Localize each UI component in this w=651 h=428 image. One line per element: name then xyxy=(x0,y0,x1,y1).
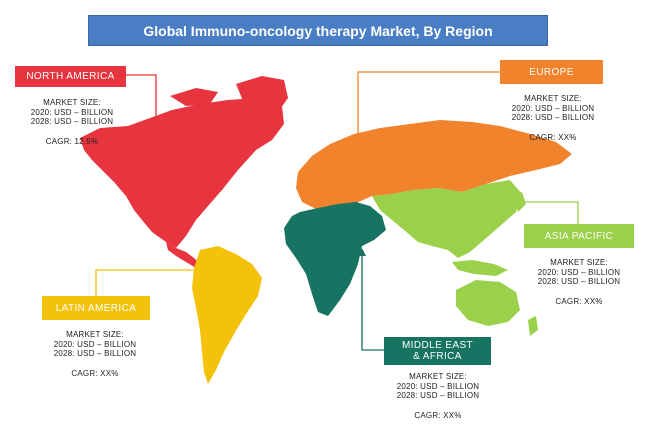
middle-east-africa-arrow xyxy=(358,248,366,256)
latin-america-market-size-label: MARKET SIZE: xyxy=(66,330,124,339)
greenland xyxy=(236,76,288,118)
north-america-connector xyxy=(126,74,157,152)
north-america-mainland xyxy=(80,98,284,248)
latin-america-arrow xyxy=(210,266,218,274)
middle-east-africa-2020: 2020: USD – BILLION xyxy=(396,381,480,391)
europe-region xyxy=(296,120,572,210)
europe-label: EUROPE xyxy=(500,60,603,84)
latin-america-2020: 2020: USD – BILLION xyxy=(53,339,137,349)
new-zealand xyxy=(528,316,538,336)
north-america-2020: 2020: USD – BILLION xyxy=(30,107,114,117)
europe-cagr: CAGR: XX% xyxy=(529,132,577,142)
middle-east-africa-market-size-label: MARKET SIZE: xyxy=(409,372,467,381)
latin-america-region xyxy=(192,246,262,384)
middle-east-africa-cagr: CAGR: XX% xyxy=(414,410,462,420)
latin-america-info: MARKET SIZE: 2020: USD – BILLION 2028: U… xyxy=(46,330,144,378)
middle-east-africa-name-line2: & AFRICA xyxy=(413,351,462,362)
europe-2020: 2020: USD – BILLION xyxy=(511,103,595,113)
north-america-info: MARKET SIZE: 2020: USD – BILLION 2028: U… xyxy=(24,98,120,146)
north-america-cagr: CAGR: 12.5% xyxy=(45,136,99,146)
asia-pacific-connector xyxy=(432,201,579,224)
asia-mainland xyxy=(372,180,522,258)
north-america-market-size-label: MARKET SIZE: xyxy=(43,98,101,107)
asia-pacific-2020: 2020: USD – BILLION xyxy=(537,267,621,277)
europe-info: MARKET SIZE: 2020: USD – BILLION 2028: U… xyxy=(505,94,601,142)
latin-america-connector xyxy=(95,269,214,296)
europe-name: EUROPE xyxy=(529,66,574,78)
asia-pacific-2028: 2028: USD – BILLION xyxy=(537,277,621,286)
australia xyxy=(456,280,520,326)
north-america-2028: 2028: USD – BILLION xyxy=(30,117,114,126)
europe-connector xyxy=(357,71,500,160)
latin-america-cagr: CAGR: XX% xyxy=(71,368,119,378)
asia-pacific-arrow xyxy=(428,198,436,206)
asia-pacific-region xyxy=(372,180,538,336)
chart-title-text: Global Immuno-oncology therapy Market, B… xyxy=(143,22,493,39)
asia-pacific-cagr: CAGR: XX% xyxy=(555,296,603,306)
europe-2028: 2028: USD – BILLION xyxy=(511,113,595,122)
europe-market-size-label: MARKET SIZE: xyxy=(524,94,582,103)
middle-east-africa-info: MARKET SIZE: 2020: USD – BILLION 2028: U… xyxy=(388,372,488,420)
asia-pacific-market-size-label: MARKET SIZE: xyxy=(550,258,608,267)
indonesia xyxy=(452,260,508,276)
middle-east-africa-connector xyxy=(361,252,386,351)
middle-east-africa-label: MIDDLE EAST & AFRICA xyxy=(384,337,491,365)
europe-arrow xyxy=(354,156,362,164)
asia-pacific-info: MARKET SIZE: 2020: USD – BILLION 2028: U… xyxy=(530,258,628,306)
middle-east-africa-name-line1: MIDDLE EAST xyxy=(401,340,474,351)
north-america-name: NORTH AMERICA xyxy=(26,71,115,82)
central-america xyxy=(166,242,200,268)
north-america-label: NORTH AMERICA xyxy=(15,66,126,87)
latin-america-2028: 2028: USD – BILLION xyxy=(53,349,137,358)
asia-pacific-name: ASIA PACIFIC xyxy=(544,230,614,242)
middle-east-africa-2028: 2028: USD – BILLION xyxy=(396,391,480,400)
asia-pacific-label: ASIA PACIFIC xyxy=(524,224,634,248)
north-america-arrow xyxy=(152,148,160,156)
middle-east-africa-region xyxy=(284,202,386,316)
chart-title: Global Immuno-oncology therapy Market, B… xyxy=(88,15,548,46)
north-america-region xyxy=(80,76,288,268)
arctic-islands xyxy=(170,88,218,106)
latin-america-label: LATIN AMERICA xyxy=(42,296,150,320)
latin-america-name: LATIN AMERICA xyxy=(55,302,137,314)
